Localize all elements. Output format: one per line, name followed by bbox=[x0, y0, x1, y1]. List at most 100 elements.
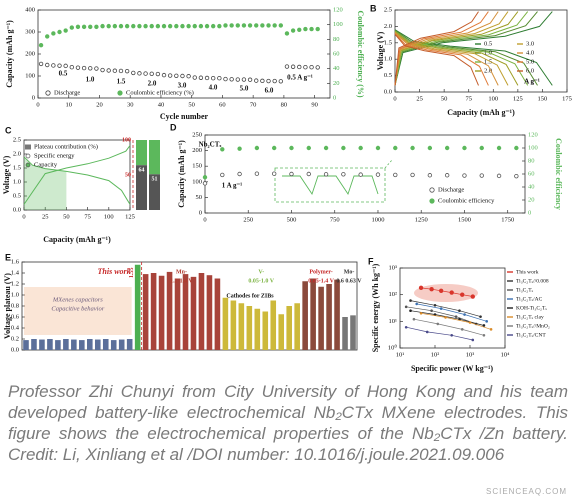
data-point bbox=[63, 28, 68, 33]
data-point bbox=[393, 145, 398, 151]
data-point bbox=[409, 299, 412, 302]
data-point bbox=[220, 147, 225, 152]
data-point bbox=[118, 68, 124, 74]
data-point bbox=[303, 64, 308, 70]
legend-marker bbox=[429, 187, 435, 193]
data-point bbox=[375, 172, 381, 177]
data-point bbox=[315, 26, 320, 32]
x-tick-label: 150 bbox=[538, 95, 548, 102]
data-point bbox=[69, 64, 75, 70]
group-label: MXenes capacitors bbox=[52, 296, 103, 303]
y-tick-label: 0.5 bbox=[13, 192, 21, 199]
inset-bar bbox=[136, 165, 147, 210]
data-point bbox=[460, 292, 465, 297]
x-tick-label: 1000 bbox=[371, 216, 384, 223]
inset-box bbox=[274, 167, 386, 203]
group-label: V- bbox=[258, 269, 264, 275]
data-point bbox=[496, 173, 502, 179]
bar bbox=[79, 340, 85, 350]
legend-label: 1.0 bbox=[484, 49, 492, 56]
data-point bbox=[155, 71, 161, 77]
data-point bbox=[186, 74, 191, 79]
bar bbox=[278, 314, 285, 350]
annotation: 1.5 bbox=[117, 78, 126, 86]
legend-label: 5.0 bbox=[526, 58, 534, 65]
bar bbox=[47, 339, 53, 350]
panel-label: F bbox=[368, 256, 374, 266]
data-point bbox=[131, 23, 136, 29]
y2-tick-label: 20 bbox=[333, 80, 340, 87]
inset-bar bbox=[149, 174, 160, 210]
legend-label: 4.0 bbox=[526, 49, 534, 56]
data-point bbox=[297, 64, 302, 70]
data-point bbox=[289, 145, 294, 151]
data-point bbox=[235, 77, 240, 82]
legend-swatch bbox=[25, 144, 31, 150]
legend-label: Ti₃C₂Tₓ clay bbox=[516, 314, 544, 320]
data-point bbox=[323, 145, 329, 151]
data-point bbox=[174, 73, 179, 78]
data-point bbox=[94, 66, 99, 71]
bar bbox=[238, 303, 245, 350]
data-line bbox=[416, 303, 487, 322]
data-point bbox=[124, 23, 130, 29]
bar bbox=[110, 340, 117, 350]
data-point bbox=[272, 78, 277, 84]
data-point bbox=[260, 78, 265, 84]
data-point bbox=[186, 23, 191, 29]
data-point bbox=[192, 75, 197, 80]
bar bbox=[198, 273, 205, 350]
y2-tick-label: 120 bbox=[333, 6, 343, 13]
highlight bbox=[414, 284, 478, 302]
data-point bbox=[254, 23, 259, 28]
plot-frame bbox=[399, 267, 506, 349]
x-axis-label: Cycle number bbox=[160, 112, 209, 121]
data-point bbox=[254, 171, 260, 176]
inset-bar-top bbox=[136, 140, 147, 166]
data-point bbox=[88, 66, 93, 71]
data-line bbox=[394, 11, 489, 86]
data-point bbox=[143, 71, 148, 76]
data-point bbox=[430, 309, 433, 313]
annotation: Cathodes for ZIBs bbox=[226, 293, 274, 299]
x-tick-label: 1750 bbox=[501, 216, 514, 223]
group-label: Polymer- bbox=[309, 269, 332, 275]
x-tick-label: 10¹ bbox=[396, 351, 405, 358]
bar bbox=[174, 278, 181, 350]
bar bbox=[182, 274, 189, 350]
group-label: Mn- bbox=[176, 269, 187, 275]
data-point bbox=[444, 145, 450, 151]
data-point bbox=[51, 63, 56, 68]
data-point bbox=[303, 26, 308, 32]
y-tick-label: 250 bbox=[192, 131, 202, 138]
data-point bbox=[217, 23, 222, 29]
x-tick-label: 175 bbox=[562, 95, 572, 102]
data-point bbox=[271, 145, 277, 151]
data-point bbox=[38, 61, 44, 67]
data-point bbox=[271, 171, 277, 176]
y-tick-label: 0.8 bbox=[11, 302, 19, 309]
data-point bbox=[204, 23, 210, 29]
inset-connector bbox=[384, 159, 393, 169]
data-point bbox=[479, 315, 482, 318]
y-tick-label: 1.6 bbox=[11, 258, 20, 265]
data-point bbox=[284, 64, 290, 69]
bar bbox=[94, 339, 101, 350]
bar bbox=[214, 278, 221, 350]
data-point bbox=[489, 328, 493, 331]
data-point bbox=[425, 330, 429, 334]
data-point bbox=[419, 312, 423, 315]
y2-tick-label: 0 bbox=[333, 94, 336, 101]
data-point bbox=[278, 23, 284, 28]
y-axis-label: Capacity (mAh g⁻¹) bbox=[5, 20, 14, 88]
data-point bbox=[471, 338, 475, 342]
y-tick-label: 0.6 bbox=[11, 313, 20, 320]
legend-label: Ti₃C₂Tₓ bbox=[516, 287, 534, 293]
annotation: 6.0 bbox=[265, 87, 274, 95]
data-point bbox=[137, 23, 142, 29]
y-tick-label: 0 bbox=[32, 94, 35, 101]
y2-tick-label: 0 bbox=[528, 209, 531, 216]
inset-value-label: 51 bbox=[152, 177, 158, 183]
